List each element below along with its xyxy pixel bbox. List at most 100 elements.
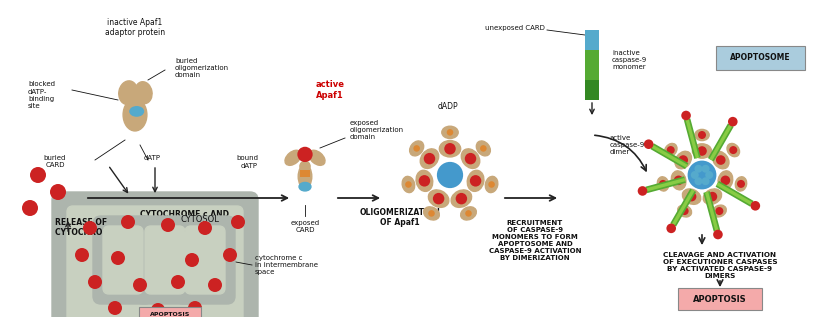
Circle shape [465, 153, 476, 165]
FancyBboxPatch shape [145, 226, 185, 294]
FancyBboxPatch shape [93, 216, 153, 304]
Circle shape [667, 146, 675, 154]
Bar [300, 170, 310, 177]
Circle shape [713, 230, 723, 239]
Ellipse shape [476, 141, 490, 156]
Circle shape [121, 215, 135, 229]
Text: active
caspase-9
dimer: active caspase-9 dimer [610, 135, 645, 155]
Text: cytochrome c
in intermembrane
space: cytochrome c in intermembrane space [255, 255, 318, 275]
Ellipse shape [428, 190, 449, 207]
Circle shape [728, 117, 738, 126]
Ellipse shape [298, 165, 312, 188]
Text: dATP: dATP [144, 155, 160, 161]
FancyBboxPatch shape [678, 288, 762, 310]
Circle shape [470, 175, 481, 187]
Circle shape [161, 218, 175, 232]
Circle shape [444, 143, 456, 154]
Ellipse shape [735, 177, 747, 191]
Bar [585, 50, 599, 100]
Circle shape [687, 192, 696, 201]
Ellipse shape [440, 140, 461, 157]
Text: blocked
dATP-
binding
site: blocked dATP- binding site [28, 81, 55, 108]
Circle shape [705, 171, 713, 179]
FancyBboxPatch shape [67, 206, 243, 317]
Circle shape [694, 165, 703, 173]
Circle shape [737, 180, 745, 188]
Circle shape [50, 184, 66, 200]
Circle shape [465, 210, 471, 217]
Ellipse shape [402, 176, 415, 193]
Circle shape [698, 131, 706, 139]
Circle shape [433, 193, 444, 204]
Text: APOPTOSOME: APOPTOSOME [730, 54, 790, 62]
Circle shape [75, 248, 89, 262]
Circle shape [231, 215, 245, 229]
FancyBboxPatch shape [139, 307, 201, 317]
Text: buried
CARD: buried CARD [44, 155, 66, 168]
Ellipse shape [672, 171, 686, 190]
Text: exposed
CARD: exposed CARD [290, 220, 319, 233]
Text: CYTOSOL: CYTOSOL [181, 215, 220, 224]
Circle shape [188, 301, 202, 315]
Circle shape [185, 253, 199, 267]
Circle shape [659, 180, 667, 188]
Circle shape [405, 181, 412, 188]
Text: buried
oligomerization
domain: buried oligomerization domain [175, 58, 229, 78]
Text: CLEAVAGE AND ACTIVATION
OF EXECUTIONER CASPASES
BY ACTIVATED CASPASE-9
DIMERS: CLEAVAGE AND ACTIVATION OF EXECUTIONER C… [663, 252, 777, 279]
Text: exposed
oligomerization
domain: exposed oligomerization domain [350, 120, 404, 140]
Ellipse shape [658, 177, 668, 191]
Ellipse shape [682, 189, 701, 204]
Ellipse shape [309, 150, 325, 165]
Circle shape [638, 186, 647, 196]
Ellipse shape [135, 82, 152, 104]
Bar [585, 80, 599, 100]
Circle shape [108, 301, 122, 315]
Circle shape [716, 207, 723, 215]
Circle shape [678, 155, 688, 165]
Circle shape [437, 162, 463, 188]
Ellipse shape [678, 205, 691, 217]
Circle shape [413, 145, 420, 152]
Ellipse shape [123, 99, 147, 131]
Circle shape [22, 200, 38, 216]
Circle shape [111, 251, 125, 265]
Circle shape [694, 177, 703, 185]
Ellipse shape [718, 171, 733, 190]
Circle shape [751, 201, 760, 210]
Ellipse shape [118, 81, 137, 105]
Text: inactive Apaf1
adaptor protein: inactive Apaf1 adaptor protein [105, 18, 165, 37]
Ellipse shape [451, 190, 471, 207]
Ellipse shape [127, 97, 143, 112]
Circle shape [688, 161, 717, 189]
Ellipse shape [416, 170, 433, 191]
FancyBboxPatch shape [185, 226, 225, 294]
Text: active
Apaf1: active Apaf1 [315, 80, 345, 100]
Ellipse shape [712, 205, 726, 217]
Ellipse shape [442, 126, 458, 139]
Circle shape [447, 129, 453, 136]
FancyBboxPatch shape [103, 226, 143, 294]
Text: CYTOCHROME c AND
dATP BINDING
ACTIVATE Apaf1: CYTOCHROME c AND dATP BINDING ACTIVATE A… [141, 210, 230, 240]
Circle shape [428, 210, 435, 217]
Text: inactive
caspase-9
monomer: inactive caspase-9 monomer [612, 50, 647, 70]
Ellipse shape [462, 149, 480, 168]
Circle shape [716, 155, 725, 165]
Text: APOPTOSIS: APOPTOSIS [150, 313, 190, 317]
FancyBboxPatch shape [175, 216, 235, 304]
Circle shape [30, 167, 46, 183]
Text: unexposed CARD: unexposed CARD [485, 25, 545, 31]
Ellipse shape [675, 151, 691, 169]
Circle shape [418, 175, 431, 187]
Circle shape [424, 153, 435, 165]
Ellipse shape [694, 129, 709, 141]
Circle shape [697, 146, 707, 156]
Ellipse shape [300, 161, 310, 171]
Circle shape [489, 181, 495, 188]
Circle shape [667, 223, 676, 233]
Circle shape [133, 278, 147, 292]
Circle shape [480, 145, 487, 152]
Text: RELEASE OF
CYTOCHROME c: RELEASE OF CYTOCHROME c [55, 218, 123, 237]
Ellipse shape [692, 144, 712, 158]
Circle shape [691, 171, 699, 179]
Ellipse shape [409, 141, 424, 156]
